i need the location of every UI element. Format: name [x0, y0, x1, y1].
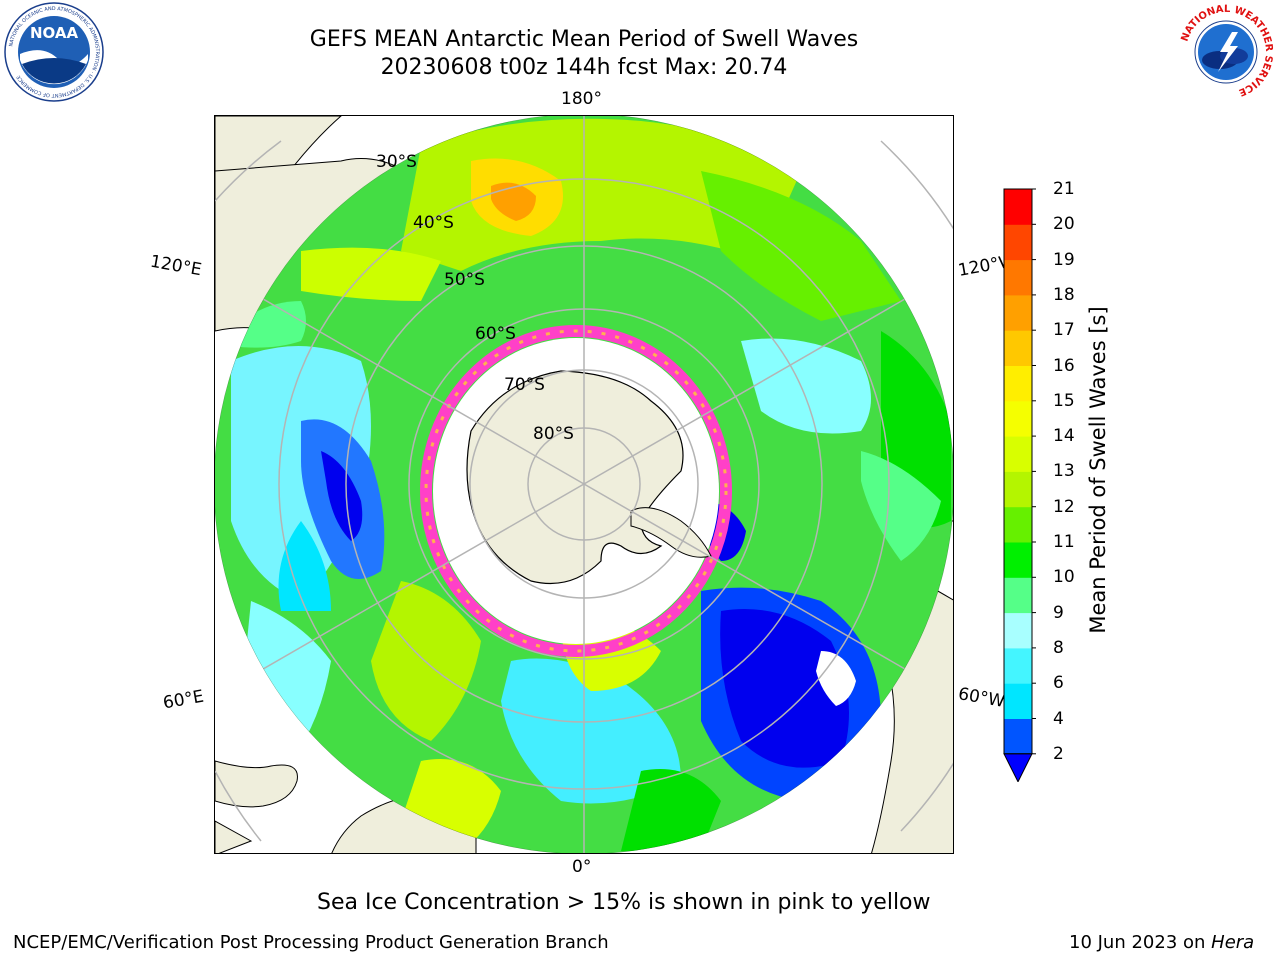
- colorbar-segment: [1004, 259, 1032, 296]
- colorbar-segment: [1004, 400, 1032, 437]
- colorbar-tick-label: 11: [1053, 532, 1075, 552]
- colorbar-tick-label: 21: [1053, 179, 1075, 199]
- lon-label-0: 0°: [572, 857, 592, 877]
- noaa-logo: NATIONAL OCEANIC AND ATMOSPHERIC ADMINIS…: [4, 2, 104, 102]
- colorbar-tick-label: 13: [1053, 461, 1075, 482]
- colorbar-tick-label: 18: [1053, 284, 1075, 305]
- colorbar-segment: [1004, 224, 1032, 261]
- colorbar-tick-label: 2: [1053, 743, 1064, 764]
- lat-label-70s: 70°S: [504, 375, 545, 395]
- colorbar-tick-label: 20: [1053, 214, 1075, 235]
- footer-machine: Hera: [1211, 932, 1255, 953]
- lat-label-60s: 60°S: [475, 324, 516, 344]
- colorbar-tick-label: 9: [1053, 602, 1064, 623]
- colorbar-tick-label: 6: [1053, 673, 1064, 694]
- footer-date-text: 10 Jun 2023 on: [1069, 932, 1212, 953]
- colorbar-tick-label: 8: [1053, 637, 1064, 658]
- colorbar-tick-label: 10: [1053, 567, 1075, 588]
- colorbar-tick-label: 16: [1053, 355, 1075, 376]
- lon-label-180: 180°: [561, 89, 602, 109]
- map-canvas: [215, 116, 953, 853]
- lat-label-80s: 80°S: [533, 424, 574, 444]
- colorbar-scale: [1003, 188, 1036, 782]
- swell-period-field: [215, 116, 953, 853]
- lat-label-50s: 50°S: [444, 270, 485, 290]
- colorbar-tick-label: 12: [1053, 496, 1075, 517]
- lat-label-40s: 40°S: [413, 213, 454, 233]
- colorbar-title: Mean Period of Swell Waves [s]: [1086, 306, 1110, 634]
- lon-label-60e: 60°E: [161, 686, 206, 714]
- graticule-outer: [215, 140, 953, 842]
- colorbar-segment: [1004, 612, 1032, 649]
- colorbar-segment: [1004, 365, 1032, 402]
- colorbar-segment: [1004, 506, 1032, 543]
- nws-logo: NATIONAL WEATHER SERVICE: [1176, 2, 1276, 102]
- colorbar-tick-label: 19: [1053, 249, 1075, 270]
- lon-label-60w: 60°W: [956, 684, 1007, 712]
- colorbar-segment: [1004, 542, 1032, 578]
- colorbar-segment: [1004, 189, 1032, 225]
- noaa-logo-text: NOAA: [30, 24, 79, 42]
- footer-date: 10 Jun 2023 on Hera: [1069, 932, 1254, 954]
- colorbar-tick-label: 14: [1053, 426, 1075, 447]
- colorbar-under-arrow: [1003, 753, 1033, 782]
- colorbar-tick-label: 15: [1053, 390, 1075, 411]
- colorbar-segment: [1004, 577, 1032, 614]
- lat-label-30s: 30°S: [376, 152, 417, 172]
- colorbar-segment: [1004, 436, 1032, 472]
- colorbar-segment: [1004, 294, 1032, 331]
- footer-branch: NCEP/EMC/Verification Post Processing Pr…: [13, 932, 609, 953]
- colorbar-segment: [1004, 683, 1032, 719]
- sea-ice-note: Sea Ice Concentration > 15% is shown in …: [317, 890, 931, 915]
- colorbar-tick-label: 4: [1053, 708, 1064, 729]
- colorbar-segment: [1004, 330, 1032, 366]
- colorbar-tick-label: 17: [1053, 320, 1075, 341]
- colorbar-segment: [1004, 647, 1032, 684]
- chart-title: GEFS MEAN Antarctic Mean Period of Swell…: [309, 27, 859, 52]
- lon-label-120e: 120°E: [148, 251, 204, 281]
- map-panel: [214, 115, 954, 854]
- colorbar-segment: [1004, 718, 1032, 755]
- chart-subtitle: 20230608 t00z 144h fcst Max: 20.74: [380, 55, 788, 80]
- colorbar-segment: [1004, 471, 1032, 508]
- graticule: [215, 116, 953, 853]
